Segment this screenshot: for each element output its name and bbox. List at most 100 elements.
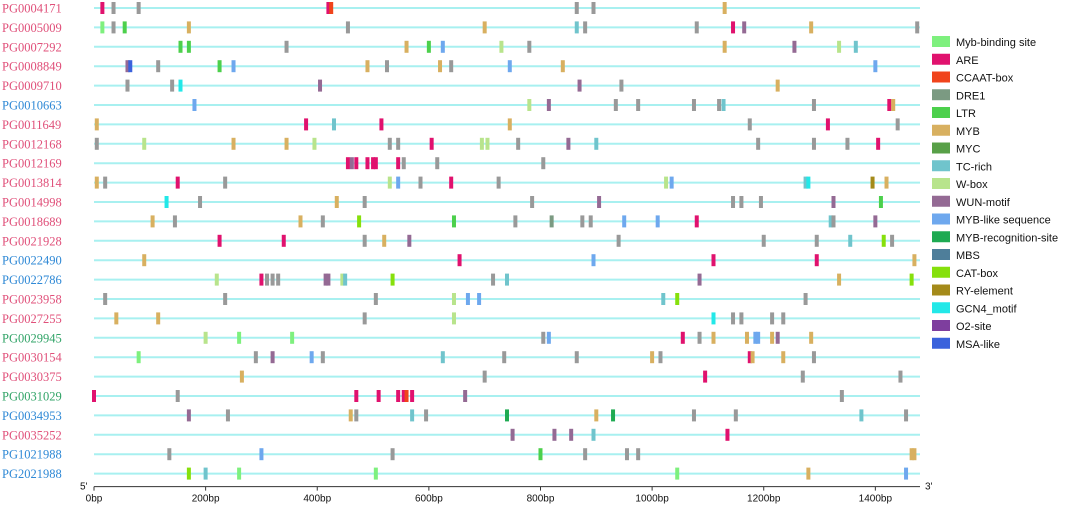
motif-site-mark: [859, 409, 864, 422]
motif-site-mark: [150, 215, 155, 228]
motif-site-mark: [111, 2, 116, 14]
legend-swatch: [932, 107, 950, 118]
motif-site-mark: [588, 215, 593, 228]
motif-site-mark: [891, 99, 896, 111]
motif-site-mark: [753, 331, 758, 344]
motif-site-mark: [591, 2, 596, 14]
motif-site-mark: [650, 351, 655, 364]
motif-site-mark: [803, 293, 808, 305]
motif-site-mark: [426, 40, 431, 53]
gene-label: PG0035252: [2, 428, 62, 442]
motif-site-mark: [404, 40, 409, 53]
motif-site-mark: [731, 21, 736, 34]
legend-swatch: [932, 302, 950, 314]
motif-site-mark: [178, 40, 183, 53]
motif-site-mark: [385, 60, 390, 73]
motif-site-mark: [845, 137, 850, 150]
motif-site-mark: [549, 215, 554, 228]
motif-site-mark: [410, 390, 415, 402]
motif-site-mark: [878, 196, 883, 208]
legend-item: TC-rich: [932, 160, 992, 173]
three-prime-label: 3': [925, 482, 933, 493]
motif-site-mark: [806, 467, 811, 480]
x-axis-ticks: 0bp 200bp 400bp 600bp 800bp 1000bp 1200bp 1400b…: [86, 486, 893, 505]
motif-site-mark: [128, 60, 133, 73]
motif-site-mark: [750, 351, 755, 364]
motif-site-mark: [270, 351, 275, 364]
motif-site-mark: [265, 273, 270, 286]
x-tick-label: 1400bp: [859, 494, 893, 505]
motif-site-mark: [722, 40, 727, 53]
motif-site-mark: [898, 370, 903, 383]
gene-label: PG2021988: [2, 467, 62, 481]
gene-label: PG0018689: [2, 215, 62, 229]
motif-site-mark: [507, 118, 512, 131]
motif-site-mark: [365, 157, 370, 170]
motif-site-mark: [477, 293, 482, 305]
motif-site-mark: [837, 273, 842, 286]
motif-site-mark: [231, 137, 236, 150]
motif-site-mark: [348, 409, 353, 422]
gene-label: PG0005009: [2, 21, 62, 35]
motif-site-mark: [449, 176, 454, 189]
motif-site-mark: [697, 331, 702, 344]
motif-site-mark: [809, 21, 814, 34]
motif-site-mark: [694, 215, 699, 228]
motif-site-mark: [747, 118, 752, 131]
motif-site-mark: [613, 99, 618, 111]
legend-item: GCN4_motif: [932, 302, 1017, 315]
motif-site-mark: [259, 273, 264, 286]
gene-row: PG0013814: [2, 176, 920, 190]
gene-label: PG0009710: [2, 79, 62, 93]
legend-item: MYB-recognition-site: [932, 231, 1058, 244]
motif-site-mark: [507, 60, 512, 73]
gene-rows: PG0004171 PG0005009 PG0007292 PG0008849 PG00…: [2, 2, 920, 481]
motif-site-mark: [284, 40, 289, 53]
legend-swatch: [932, 53, 950, 65]
legend-swatch: [932, 284, 950, 296]
motif-site-mark: [680, 331, 685, 344]
legend-label: DRE1: [956, 90, 985, 102]
motif-site-mark: [318, 79, 323, 92]
motif-site-mark: [560, 60, 565, 73]
legend-label: W-box: [956, 179, 988, 191]
motif-site-mark: [583, 21, 588, 34]
motif-site-mark: [178, 79, 183, 92]
gene-row: PG0030154: [2, 351, 920, 365]
motif-site-mark: [331, 118, 336, 131]
motif-site-mark: [904, 409, 909, 422]
gene-row: PG0008849: [2, 60, 920, 74]
motif-site-mark: [156, 60, 161, 73]
legend-label: MYB-recognition-site: [956, 232, 1058, 244]
gene-label: PG0012168: [2, 137, 62, 151]
motif-site-mark: [463, 390, 468, 402]
motif-site-mark: [479, 137, 484, 150]
motif-site-mark: [499, 40, 504, 53]
motif-site-mark: [382, 234, 387, 247]
motif-site-mark: [304, 118, 309, 131]
gene-row: PG0027255: [2, 312, 920, 326]
motif-site-mark: [482, 21, 487, 34]
motif-site-mark: [675, 293, 680, 305]
motif-site-mark: [136, 351, 141, 364]
gene-label: PG0030154: [2, 351, 62, 365]
legend-label: O2-site: [956, 321, 991, 333]
motif-site-mark: [136, 2, 141, 14]
motif-site-mark: [636, 448, 641, 461]
motif-site-mark: [376, 390, 381, 402]
motif-site-mark: [552, 428, 557, 441]
motif-site-mark: [92, 390, 96, 402]
motif-site-mark: [527, 99, 532, 111]
gene-row: PG0018689: [2, 215, 920, 229]
gene-row: PG0023958: [2, 293, 920, 307]
motif-site-mark: [186, 21, 191, 34]
motif-site-mark: [357, 215, 362, 228]
motif-site-mark: [491, 273, 496, 286]
motif-site-mark: [451, 215, 456, 228]
gene-row: PG0021928: [2, 234, 920, 248]
gene-row: PG0010663: [2, 99, 920, 113]
gene-label: PG0031029: [2, 390, 62, 404]
motif-site-mark: [733, 409, 738, 422]
motif-site-mark: [731, 196, 736, 208]
motif-site-mark: [186, 409, 191, 422]
